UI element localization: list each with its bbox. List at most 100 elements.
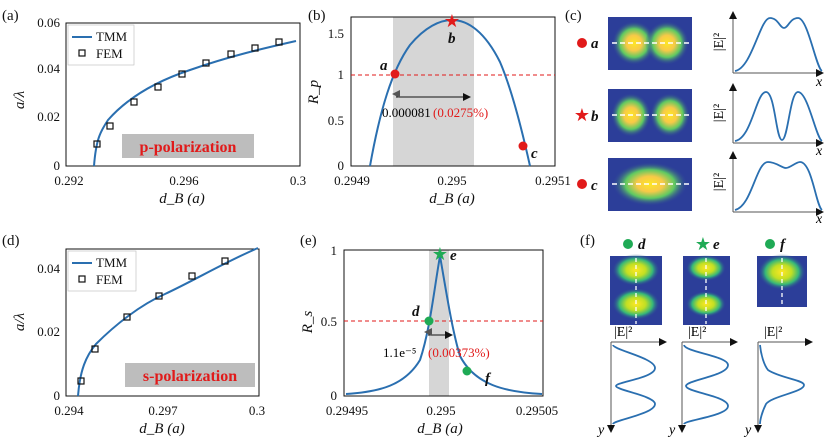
ylabel-a: a/λ bbox=[12, 90, 28, 109]
row-b-label: b bbox=[591, 109, 599, 125]
point-e-star-icon: ★ bbox=[432, 244, 448, 264]
point-a-marker bbox=[390, 69, 400, 79]
width-pct-b: (0.0275%) bbox=[433, 105, 488, 120]
xlabel-e: d_B (a) bbox=[417, 421, 462, 437]
profile-xlabel-f: |E|² bbox=[764, 325, 782, 340]
profile-xlabel-b: x bbox=[815, 144, 823, 159]
badge-a bbox=[122, 134, 254, 158]
rs-curve bbox=[345, 255, 543, 395]
xtick-a-1: 0.292 bbox=[54, 173, 83, 188]
panel-d: (d) 0.04 0.02 0 0.294 0.297 0.3 a/λ d_B … bbox=[2, 233, 265, 437]
plot-frame-a bbox=[65, 22, 301, 167]
ytick-e-0.5: 0.5 bbox=[321, 314, 337, 329]
legend-tmm-d: TMM bbox=[96, 255, 128, 270]
panel-label-b: (b) bbox=[308, 8, 326, 24]
profile-f bbox=[759, 344, 805, 425]
xtick-e-1: 0.29495 bbox=[326, 403, 368, 418]
xtick-a-2: 0.296 bbox=[169, 173, 199, 188]
plot-frame-d bbox=[65, 248, 260, 397]
ylabel-b: R_p bbox=[306, 79, 322, 105]
row-c-label: c bbox=[591, 178, 598, 194]
panel-f: (f) d ★ e f |E|² |E|² |E|² y bbox=[580, 233, 813, 438]
xtick-b-3: 0.2951 bbox=[535, 173, 571, 188]
ytick-b-1: 1 bbox=[338, 67, 345, 82]
panel-label-a: (a) bbox=[2, 8, 19, 24]
ytick-b-0.5: 0.5 bbox=[328, 113, 344, 128]
xtick-d-3: 0.3 bbox=[249, 403, 265, 418]
profile-d bbox=[612, 344, 656, 425]
col-f-marker bbox=[765, 239, 775, 249]
ytick-e-0: 0 bbox=[331, 388, 338, 403]
ytick-b-1.5: 1.5 bbox=[328, 26, 344, 41]
profile-xlabel-a: x bbox=[815, 75, 823, 90]
ytick-d-0: 0 bbox=[54, 388, 61, 403]
profile-e bbox=[683, 344, 729, 425]
profile-b bbox=[734, 91, 823, 142]
legend-a: TMM FEM bbox=[67, 24, 135, 66]
point-d-marker bbox=[424, 316, 434, 326]
point-b-star-icon: ★ bbox=[444, 11, 460, 31]
profile-xlabel-e: |E|² bbox=[688, 325, 706, 340]
plot-frame-b bbox=[350, 16, 556, 167]
badge-text-a: p-polarization bbox=[140, 139, 237, 156]
col-f-label: f bbox=[780, 237, 787, 253]
panel-e: (e) 1 0.5 0 0.29495 0.295 0.29505 R_s d_… bbox=[300, 233, 558, 437]
profile-ylabel-d: y bbox=[596, 423, 605, 438]
xtick-e-2: 0.295 bbox=[426, 403, 455, 418]
row-a-marker bbox=[577, 38, 587, 48]
point-e-label: e bbox=[450, 248, 457, 264]
ytick-a-0.02: 0.02 bbox=[37, 109, 60, 124]
ytick-a-0.06: 0.06 bbox=[37, 15, 60, 30]
fem-markers-a bbox=[93, 38, 283, 148]
row-c-marker bbox=[577, 179, 587, 189]
legend-d: TMM FEM bbox=[67, 250, 137, 292]
xtick-d-2: 0.297 bbox=[148, 403, 178, 418]
panel-label-d: (d) bbox=[2, 233, 20, 249]
row-b-star-icon: ★ bbox=[574, 105, 590, 125]
xtick-a-3: 0.3 bbox=[290, 173, 306, 188]
col-e-star-icon: ★ bbox=[695, 234, 711, 254]
xtick-b-2: 0.295 bbox=[437, 173, 466, 188]
legend-fem-a: FEM bbox=[96, 46, 123, 61]
profile-ylabel-e: y bbox=[667, 423, 676, 438]
xlabel-a: d_B (a) bbox=[159, 191, 204, 207]
width-value-e: 1.1e⁻⁵ bbox=[383, 345, 416, 360]
col-d-marker bbox=[623, 239, 633, 249]
ylabel-e: R_s bbox=[300, 311, 316, 335]
fem-markers-d bbox=[77, 257, 229, 385]
col-e-label: e bbox=[713, 237, 720, 253]
ytick-e-1: 1 bbox=[331, 243, 338, 258]
legend-tmm-a: TMM bbox=[96, 29, 128, 44]
xlabel-d: d_B (a) bbox=[139, 421, 184, 437]
rp-curve bbox=[369, 18, 531, 167]
profile-axes-f bbox=[607, 338, 813, 433]
profile-ylabel-c: |E|² bbox=[712, 173, 727, 191]
profile-c bbox=[734, 161, 823, 211]
tmm-curve-d bbox=[77, 247, 259, 397]
width-pct-e: (0.00373%) bbox=[428, 345, 490, 360]
xtick-d-1: 0.294 bbox=[54, 403, 84, 418]
point-f-marker bbox=[462, 366, 472, 376]
point-a-label: a bbox=[380, 58, 388, 74]
profile-ylabel-a: |E|² bbox=[712, 33, 727, 51]
panel-c: (c) a ★ b c |E|² |E|² bbox=[565, 8, 824, 227]
panel-label-c: (c) bbox=[565, 8, 582, 24]
legend-fem-d: FEM bbox=[96, 272, 123, 287]
xtick-e-3: 0.29505 bbox=[516, 403, 558, 418]
ytick-b-0: 0 bbox=[338, 158, 345, 173]
profile-axes-c bbox=[729, 11, 824, 216]
band-e bbox=[429, 250, 449, 396]
profile-ylabel-b: |E|² bbox=[712, 104, 727, 122]
point-b-label: b bbox=[448, 31, 456, 47]
point-c-label: c bbox=[531, 146, 538, 162]
ytick-d-0.02: 0.02 bbox=[37, 324, 60, 339]
width-value-b: 0.000081 bbox=[382, 105, 431, 120]
badge-text-d: s-polarization bbox=[143, 368, 237, 385]
ytick-d-0.04: 0.04 bbox=[37, 261, 60, 276]
ylabel-d: a/λ bbox=[12, 312, 28, 331]
band-b bbox=[393, 17, 474, 166]
point-f-label: f bbox=[485, 371, 492, 387]
panel-a: (a) 0.06 0.04 0.02 0 0.292 0.296 0.3 a/λ… bbox=[2, 8, 306, 207]
badge-d bbox=[125, 363, 255, 387]
xtick-b-1: 0.2949 bbox=[334, 173, 370, 188]
